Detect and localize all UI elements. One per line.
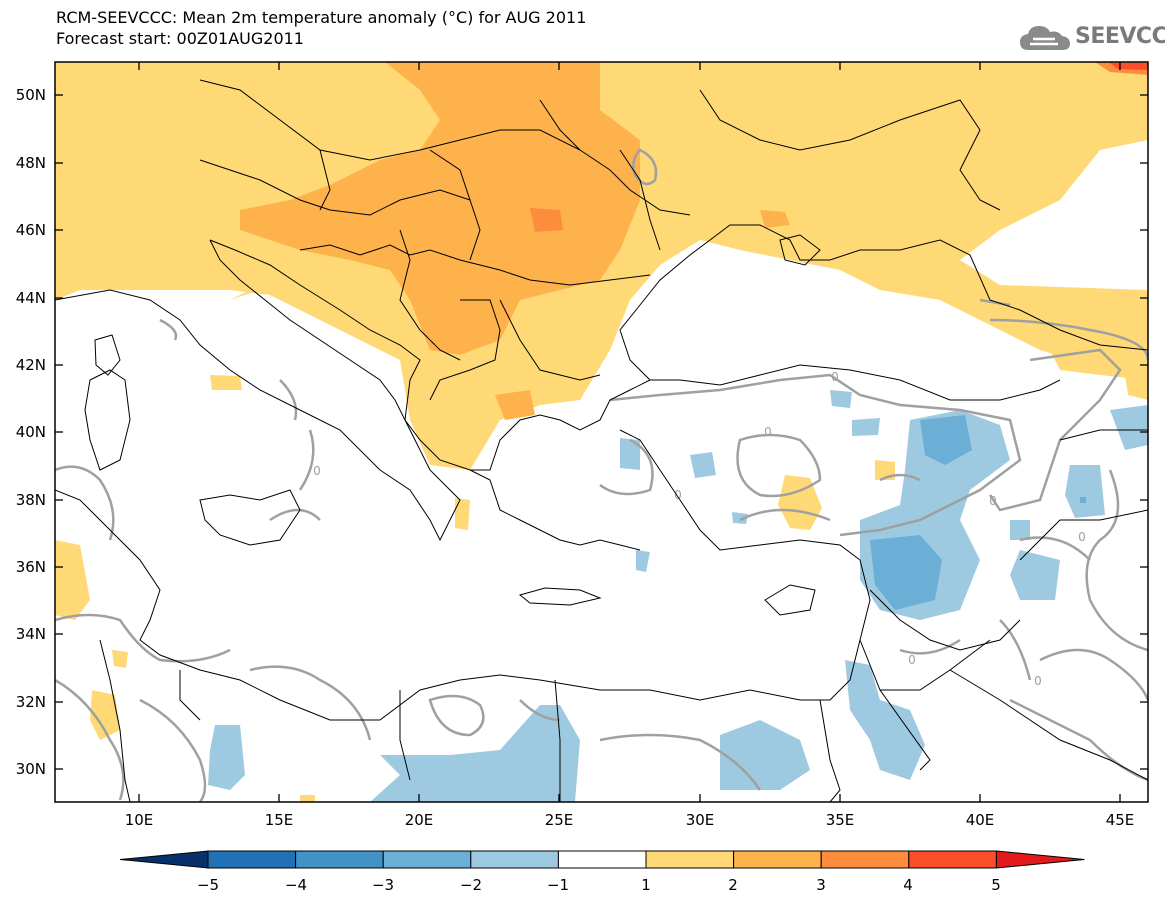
lon-tick-label: 25E	[544, 811, 574, 829]
contour-label: 0	[831, 370, 839, 384]
lon-tick-label: 35E	[825, 811, 855, 829]
colorbar-label: −3	[371, 876, 395, 894]
contour-label: 0	[989, 494, 997, 508]
lat-tick-label: 30N	[15, 760, 46, 778]
colorbar-segment	[470, 850, 559, 869]
contour-labels: 0 0 0 0 0 0 0 0	[313, 370, 1086, 688]
colorbar-label: −1	[546, 876, 570, 894]
lat-tick-label: 42N	[15, 356, 46, 374]
colorbar-label: 1	[641, 876, 651, 894]
lon-tick-label: 10E	[124, 811, 154, 829]
colorbar-segment	[645, 850, 735, 869]
colorbar-segment	[908, 850, 997, 869]
contour-label: 0	[674, 488, 682, 502]
lat-tick-label: 40N	[15, 423, 46, 441]
lon-tick-label: 15E	[264, 811, 294, 829]
colorbar-segment	[382, 850, 472, 869]
colorbar	[119, 850, 1085, 869]
lon-tick-label: 45E	[1105, 811, 1135, 829]
colorbar-segment	[207, 850, 297, 869]
colorbar-label: −5	[196, 876, 220, 894]
colorbar-arrow-high	[995, 850, 1085, 869]
map-subtitle: Forecast start: 00Z01AUG2011	[56, 29, 304, 48]
colorbar-segment	[295, 850, 384, 869]
colorbar-label: 5	[991, 876, 1001, 894]
contour-label: 0	[908, 653, 916, 667]
logo-text: SEEVCCC	[1075, 24, 1165, 49]
axis-ticks	[55, 62, 1148, 802]
contour-label: 0	[313, 464, 321, 478]
cool-anomaly-areas	[208, 390, 1148, 802]
cloud-icon	[1020, 26, 1070, 50]
lon-tick-label: 30E	[685, 811, 715, 829]
coastlines	[55, 224, 1148, 721]
colorbar-arrow-low	[119, 850, 209, 869]
lat-tick-label: 48N	[15, 154, 46, 172]
lat-tick-label: 32N	[15, 693, 46, 711]
colorbar-label: 2	[728, 876, 738, 894]
colorbar-segment	[733, 850, 822, 869]
lat-tick-label: 36N	[15, 558, 46, 576]
contour-label: 0	[1078, 530, 1086, 544]
lon-tick-label: 20E	[404, 811, 434, 829]
colorbar-label: −2	[459, 876, 483, 894]
contour-label: 0	[1034, 674, 1042, 688]
colorbar-segment	[820, 850, 910, 869]
lat-tick-label: 34N	[15, 625, 46, 643]
map-title: RCM-SEEVCCC: Mean 2m temperature anomaly…	[56, 8, 587, 27]
lat-tick-label: 46N	[15, 221, 46, 239]
lat-tick-label: 44N	[15, 289, 46, 307]
colorbar-label: 3	[816, 876, 826, 894]
zero-contours	[55, 148, 1148, 802]
contour-label: 0	[764, 425, 772, 439]
lon-tick-label: 40E	[965, 811, 995, 829]
colorbar-label: 4	[903, 876, 913, 894]
lat-tick-label: 38N	[15, 491, 46, 509]
country-borders	[99, 79, 1148, 802]
seevccc-logo	[1018, 22, 1148, 56]
lat-tick-label: 50N	[15, 86, 46, 104]
colorbar-segment	[557, 850, 647, 869]
colorbar-label: −4	[284, 876, 308, 894]
